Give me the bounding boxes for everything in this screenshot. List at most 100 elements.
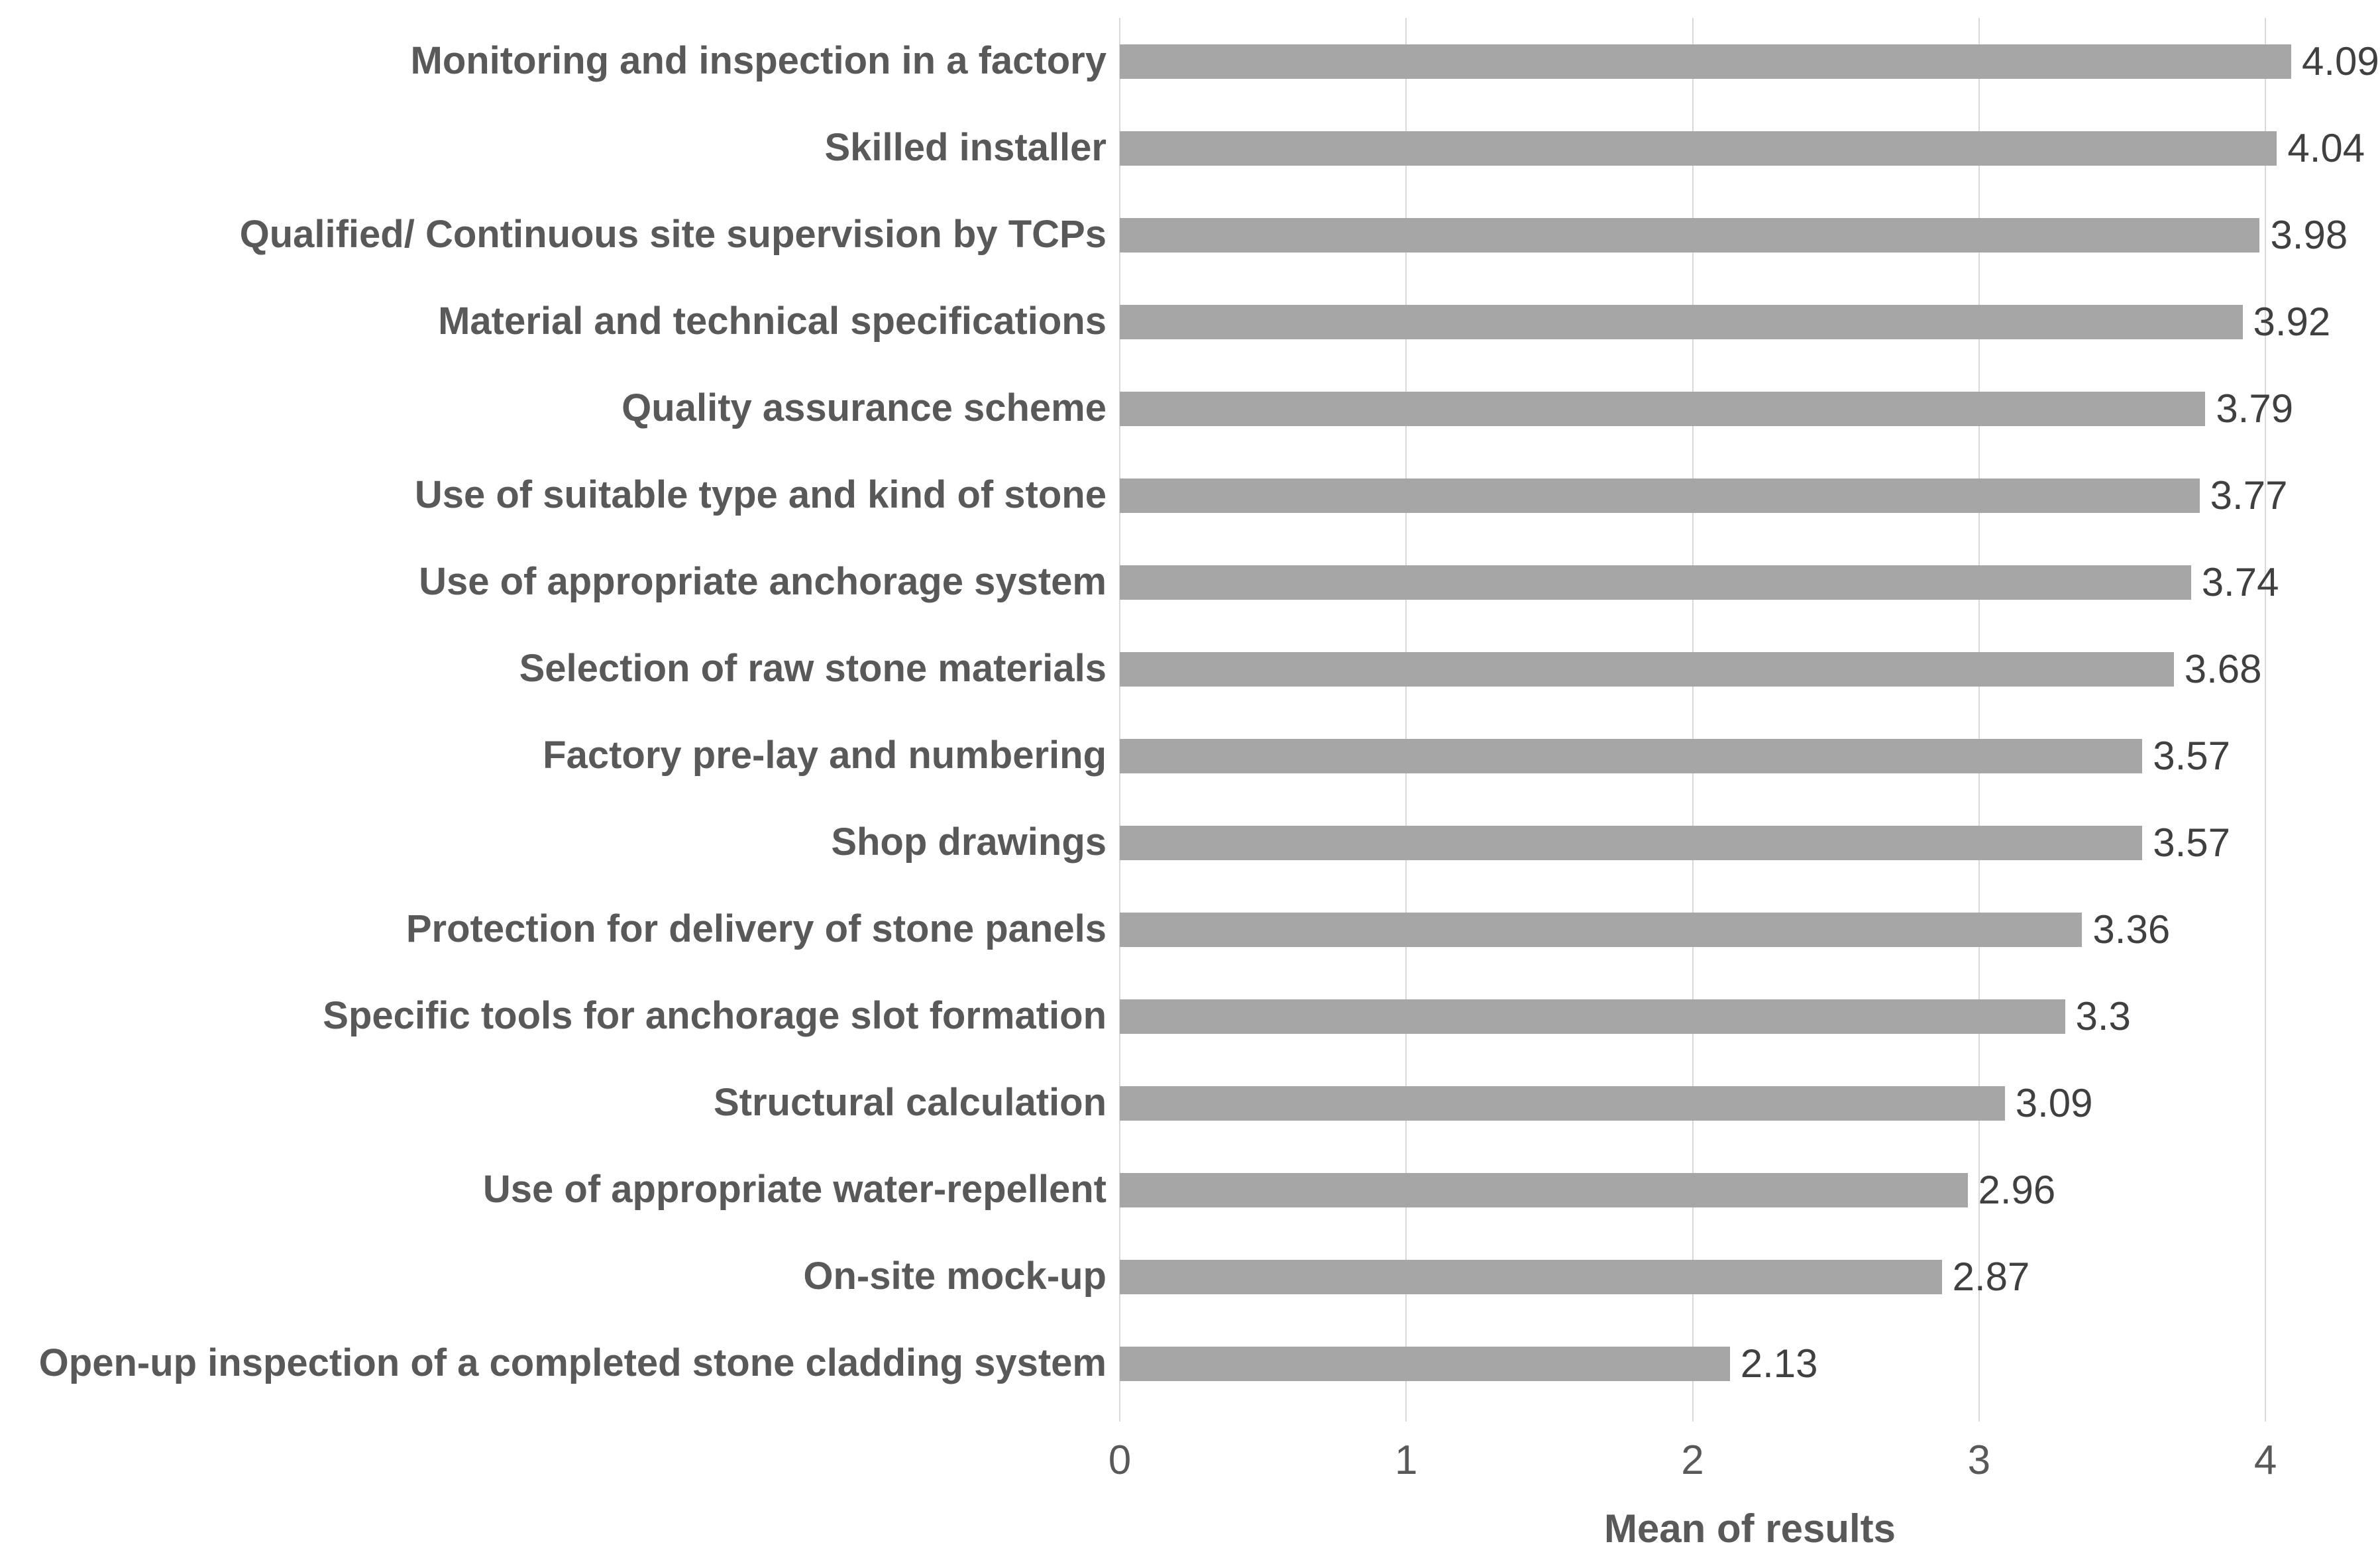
category-label: Structural calculation: [713, 1081, 1107, 1125]
bar: [1120, 1259, 1942, 1294]
tick-label: 1: [1395, 1437, 1418, 1483]
table-row: Structural calculation 3.09: [0, 1060, 2380, 1146]
bar: [1120, 565, 2191, 600]
category-label: Qualified/ Continuous site supervision b…: [239, 213, 1107, 256]
bar-zone: 2.13: [1120, 1320, 2380, 1407]
bar-zone: 3.92: [1120, 278, 2380, 365]
category-label: Use of appropriate anchorage system: [419, 560, 1107, 604]
gridline: [1692, 18, 1694, 1407]
bar-zone: 3.3: [1120, 973, 2380, 1060]
value-label: 2.13: [1740, 1341, 1818, 1386]
tick-label: 2: [1681, 1437, 1704, 1483]
bar-zone: 3.79: [1120, 365, 2380, 452]
tick-label: 3: [1967, 1437, 1991, 1483]
value-label: 2.96: [1978, 1168, 2056, 1212]
tick-mark: [1692, 1407, 1694, 1422]
table-row: Selection of raw stone materials 3.68: [0, 626, 2380, 712]
tick-marks: [1119, 1407, 2380, 1423]
tick-mark: [1405, 1407, 1407, 1422]
category-label: Open-up inspection of a completed stone …: [38, 1341, 1107, 1385]
table-row: Open-up inspection of a completed stone …: [0, 1320, 2380, 1407]
bar: [1120, 912, 2082, 947]
category-label: Use of appropriate water-repellent: [482, 1168, 1107, 1211]
bar: [1120, 1086, 2005, 1121]
table-row: Shop drawings 3.57: [0, 799, 2380, 886]
value-label: 3.36: [2092, 907, 2171, 952]
table-row: Protection for delivery of stone panels …: [0, 886, 2380, 973]
category-label: Protection for delivery of stone panels: [406, 907, 1107, 951]
table-row: Monitoring and inspection in a factory 4…: [0, 18, 2380, 105]
table-row: Specific tools for anchorage slot format…: [0, 973, 2380, 1060]
bar-zone: 2.96: [1120, 1146, 2380, 1233]
table-row: Use of suitable type and kind of stone 3…: [0, 452, 2380, 539]
bar-zone: 3.09: [1120, 1060, 2380, 1146]
bar: [1120, 304, 2243, 339]
category-axis-line: [1119, 18, 1120, 1407]
table-row: Quality assurance scheme 3.79: [0, 365, 2380, 452]
bar-zone: 3.36: [1120, 886, 2380, 973]
value-label: 3.09: [2015, 1081, 2093, 1125]
tick-mark: [1978, 1407, 1980, 1422]
value-label: 4.09: [2301, 39, 2379, 84]
gridlines: [1119, 18, 2380, 1407]
bar-zone: 3.57: [1120, 799, 2380, 886]
tick-labels: 0 1 2 3 4: [1109, 1437, 2380, 1490]
value-label: 3.3: [2075, 994, 2131, 1038]
bar-zone: 3.98: [1120, 192, 2380, 278]
value-label: 3.74: [2201, 560, 2279, 604]
value-label: 3.57: [2153, 820, 2230, 865]
bar: [1120, 478, 2200, 513]
rows: Monitoring and inspection in a factory 4…: [0, 18, 2380, 1407]
gridline: [1978, 18, 1980, 1407]
table-row: Use of appropriate anchorage system 3.74: [0, 539, 2380, 626]
value-label: 3.68: [2184, 647, 2262, 691]
bar: [1120, 217, 2260, 252]
table-row: Skilled installer 4.04: [0, 105, 2380, 192]
bar: [1120, 999, 2065, 1034]
bar: [1120, 391, 2206, 426]
value-label: 3.98: [2270, 213, 2348, 257]
gridline: [2265, 18, 2267, 1407]
category-label: Skilled installer: [824, 126, 1107, 170]
bar: [1120, 651, 2174, 687]
bar: [1120, 1172, 1968, 1207]
category-label: Material and technical specifications: [438, 300, 1107, 343]
bar-zone: 3.68: [1120, 626, 2380, 712]
table-row: On-site mock-up 2.87: [0, 1233, 2380, 1320]
table-row: Material and technical specifications 3.…: [0, 278, 2380, 365]
category-label: Use of suitable type and kind of stone: [414, 473, 1107, 517]
tick-label: 4: [2253, 1437, 2277, 1483]
bar-zone: 3.57: [1120, 712, 2380, 799]
value-label: 3.79: [2216, 386, 2294, 431]
bar-zone: 4.04: [1120, 105, 2380, 192]
value-label: 2.87: [1952, 1255, 2030, 1299]
value-label: 3.77: [2210, 473, 2288, 518]
category-label: Selection of raw stone materials: [519, 647, 1107, 691]
x-axis-title: Mean of results: [1603, 1506, 1896, 1551]
table-row: Use of appropriate water-repellent 2.96: [0, 1146, 2380, 1233]
category-label: On-site mock-up: [803, 1255, 1107, 1298]
table-row: Factory pre-lay and numbering 3.57: [0, 712, 2380, 799]
value-label: 3.57: [2153, 734, 2230, 778]
value-label: 3.92: [2253, 300, 2331, 344]
bar: [1120, 1346, 1730, 1381]
tick-mark: [2265, 1407, 2267, 1422]
table-row: Qualified/ Continuous site supervision b…: [0, 192, 2380, 278]
bar-zone: 3.74: [1120, 539, 2380, 626]
category-label: Quality assurance scheme: [622, 386, 1107, 430]
tick-label: 0: [1108, 1437, 1132, 1483]
gridline: [1405, 18, 1407, 1407]
category-label: Shop drawings: [831, 820, 1107, 864]
tick-mark: [1119, 1407, 1120, 1422]
value-label: 4.04: [2287, 126, 2365, 170]
category-label: Monitoring and inspection in a factory: [410, 39, 1107, 83]
bar: [1120, 131, 2277, 166]
bar: [1120, 44, 2291, 79]
bar-zone: 3.77: [1120, 452, 2380, 539]
bar: [1120, 825, 2143, 860]
bar-zone: 4.09: [1120, 18, 2380, 105]
bar: [1120, 738, 2143, 773]
category-label: Factory pre-lay and numbering: [543, 734, 1107, 777]
bar-zone: 2.87: [1120, 1233, 2380, 1320]
